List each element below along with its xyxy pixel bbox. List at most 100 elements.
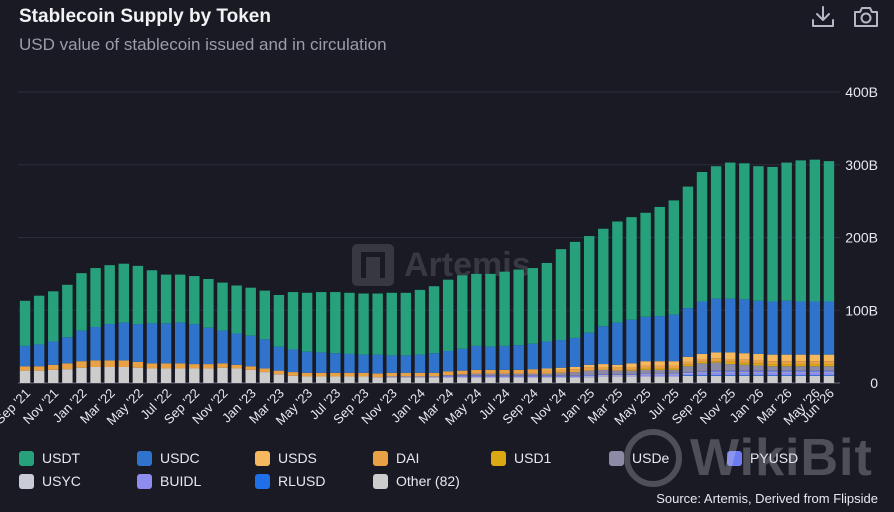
bar-segment[interactable] [76, 273, 87, 331]
bar-stack[interactable] [48, 291, 59, 383]
bar-segment[interactable] [541, 368, 553, 370]
bar-segment[interactable] [203, 327, 214, 365]
bar-segment[interactable] [725, 162, 736, 299]
bar-segment[interactable] [428, 377, 440, 383]
bar-segment[interactable] [301, 376, 313, 383]
bar-segment[interactable] [273, 370, 285, 375]
bar-segment[interactable] [781, 372, 792, 373]
bar-segment[interactable] [781, 300, 792, 355]
bar-segment[interactable] [739, 370, 750, 373]
bar-stack[interactable] [90, 268, 101, 383]
bar-segment[interactable] [823, 301, 835, 355]
bar-segment[interactable] [767, 372, 778, 375]
bar-stack[interactable] [457, 275, 468, 383]
bar-segment[interactable] [725, 358, 736, 362]
bar-segment[interactable] [696, 358, 708, 362]
bar-segment[interactable] [344, 376, 355, 383]
bar-stack[interactable] [710, 166, 722, 383]
bar-segment[interactable] [668, 375, 680, 377]
bar-segment[interactable] [668, 361, 680, 366]
bar-segment[interactable] [781, 162, 792, 301]
bar-stack[interactable] [160, 274, 172, 383]
bar-segment[interactable] [414, 377, 426, 383]
bar-segment[interactable] [555, 377, 567, 383]
bar-segment[interactable] [372, 293, 383, 355]
bar-segment[interactable] [541, 262, 553, 342]
bar-segment[interactable] [753, 372, 764, 375]
bar-segment[interactable] [217, 330, 228, 364]
bar-segment[interactable] [823, 361, 835, 365]
bar-stack[interactable] [344, 292, 355, 383]
bar-segment[interactable] [809, 301, 821, 355]
bar-segment[interactable] [640, 375, 651, 377]
bar-segment[interactable] [569, 375, 581, 377]
bar-segment[interactable] [626, 367, 637, 370]
bar-segment[interactable] [442, 279, 454, 351]
bar-segment[interactable] [471, 369, 482, 374]
bar-segment[interactable] [753, 370, 764, 373]
bar-segment[interactable] [668, 368, 680, 370]
bar-segment[interactable] [146, 323, 158, 364]
bar-segment[interactable] [90, 326, 101, 361]
bar-segment[interactable] [795, 364, 806, 367]
bar-segment[interactable] [457, 375, 468, 377]
bar-segment[interactable] [485, 346, 496, 370]
bar-segment[interactable] [90, 360, 101, 367]
bar-segment[interactable] [569, 367, 581, 370]
legend-item[interactable]: DAI [373, 448, 419, 468]
bar-segment[interactable] [795, 361, 806, 365]
bar-segment[interactable] [767, 364, 778, 367]
bar-segment[interactable] [471, 273, 482, 346]
bar-segment[interactable] [386, 372, 397, 377]
bar-segment[interactable] [696, 371, 708, 373]
bar-segment[interactable] [217, 367, 228, 383]
bar-segment[interactable] [569, 376, 581, 378]
bar-segment[interactable] [76, 330, 87, 362]
bar-segment[interactable] [583, 375, 595, 377]
bar-segment[interactable] [795, 354, 806, 362]
bar-stack[interactable] [118, 263, 129, 383]
bar-segment[interactable] [471, 373, 482, 376]
bar-segment[interactable] [654, 316, 665, 362]
bar-segment[interactable] [245, 366, 256, 370]
bar-stack[interactable] [428, 286, 440, 383]
bar-segment[interactable] [358, 376, 369, 383]
bar-segment[interactable] [330, 372, 341, 377]
bar-segment[interactable] [654, 365, 665, 369]
bar-segment[interactable] [725, 375, 736, 376]
bar-segment[interactable] [598, 367, 609, 370]
bar-segment[interactable] [823, 375, 835, 376]
bar-segment[interactable] [598, 369, 609, 375]
bar-segment[interactable] [612, 221, 623, 323]
bar-segment[interactable] [739, 375, 750, 376]
bar-segment[interactable] [612, 376, 623, 383]
bar-segment[interactable] [245, 335, 256, 367]
bar-segment[interactable] [457, 275, 468, 349]
bar-segment[interactable] [767, 166, 778, 302]
bar-segment[interactable] [725, 298, 736, 353]
bar-stack[interactable] [301, 292, 313, 383]
bar-segment[interactable] [725, 375, 736, 383]
bar-segment[interactable] [767, 372, 778, 373]
bar-segment[interactable] [104, 265, 115, 325]
bar-segment[interactable] [739, 364, 750, 371]
bar-segment[interactable] [710, 298, 722, 353]
legend-item[interactable]: Other (82) [373, 471, 460, 491]
bar-segment[interactable] [696, 172, 708, 302]
bar-segment[interactable] [19, 300, 31, 346]
bar-segment[interactable] [471, 345, 482, 370]
legend-item[interactable]: USD1 [491, 448, 551, 468]
bar-segment[interactable] [372, 377, 383, 383]
bar-segment[interactable] [781, 372, 792, 375]
bar-segment[interactable] [301, 292, 313, 352]
bar-segment[interactable] [668, 373, 680, 375]
bar-segment[interactable] [316, 352, 327, 373]
bar-stack[interactable] [640, 212, 651, 383]
bar-segment[interactable] [330, 292, 341, 354]
bar-segment[interactable] [457, 377, 468, 383]
bar-stack[interactable] [442, 279, 454, 383]
bar-segment[interactable] [513, 377, 524, 383]
bar-segment[interactable] [287, 372, 299, 376]
bar-segment[interactable] [372, 373, 383, 378]
bar-segment[interactable] [781, 375, 792, 383]
